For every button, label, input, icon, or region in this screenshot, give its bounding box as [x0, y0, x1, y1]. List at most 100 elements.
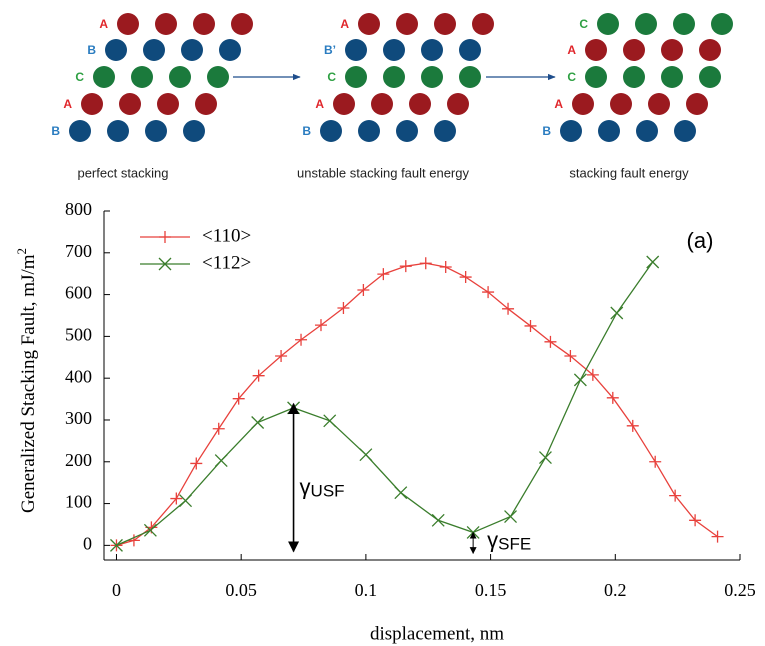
atom [396, 120, 418, 142]
atom [447, 93, 469, 115]
y-tick-label: 800 [65, 199, 92, 219]
atom [409, 93, 431, 115]
atom [560, 120, 582, 142]
atom [674, 120, 696, 142]
layer-label: B [302, 124, 311, 138]
layer-label: C [579, 17, 588, 31]
annotation-symbol: γ [300, 474, 311, 499]
legend-label: <112> [202, 252, 251, 273]
atom [610, 93, 632, 115]
atom [459, 66, 481, 88]
atom [119, 93, 141, 115]
data-point [110, 538, 123, 552]
atom [434, 120, 456, 142]
atom [396, 13, 418, 35]
layer-label: C [75, 70, 84, 84]
x-tick-label: 0.25 [724, 580, 756, 600]
layer-label: A [554, 97, 563, 111]
data-point [337, 301, 350, 314]
atom [131, 66, 153, 88]
atom [181, 39, 203, 61]
data-point [323, 414, 337, 428]
data-point [689, 514, 702, 527]
atom [383, 39, 405, 61]
y-tick-label: 700 [65, 241, 92, 261]
annotation: γSFE [487, 527, 531, 554]
y-tick-label: 100 [65, 492, 92, 512]
data-point [212, 422, 225, 435]
atom [472, 13, 494, 35]
atom [117, 13, 139, 35]
atom [597, 13, 619, 35]
atom [143, 39, 165, 61]
data-point [544, 335, 557, 348]
atom [207, 66, 229, 88]
atom [157, 93, 179, 115]
data-point [504, 510, 518, 523]
y-tick-label: 400 [65, 366, 92, 386]
data-point [419, 257, 432, 270]
y-tick-label: 200 [65, 450, 92, 470]
data-point [646, 255, 660, 269]
atom [711, 13, 733, 35]
atom [358, 13, 380, 35]
atom [93, 66, 115, 88]
data-point [377, 268, 390, 281]
layer-label: B [542, 124, 551, 138]
atom [585, 66, 607, 88]
atom [169, 66, 191, 88]
x-tick-label: 0 [112, 580, 121, 600]
x-tick-label: 0.15 [475, 580, 507, 600]
atom [661, 66, 683, 88]
y-axis-label: Generalized Stacking Fault, mJ/m2 [14, 248, 39, 513]
data-point [295, 333, 308, 346]
data-point [610, 306, 624, 320]
atom [231, 13, 253, 35]
x-tick-label: 0.05 [225, 580, 257, 600]
data-point [711, 530, 724, 543]
panel-caption: perfect stacking [77, 165, 168, 180]
atom [623, 66, 645, 88]
data-point [394, 486, 408, 500]
y-tick-label: 600 [65, 283, 92, 303]
atom [345, 39, 367, 61]
layer-label: B’ [324, 43, 336, 57]
data-point [564, 350, 577, 363]
atom [183, 120, 205, 142]
atom [434, 13, 456, 35]
layer-label: A [63, 97, 72, 111]
x-axis-label: displacement, nm [370, 623, 504, 644]
layer-label: B [51, 124, 60, 138]
data-point [359, 448, 373, 462]
data-point [669, 489, 682, 502]
legend-marker [158, 257, 172, 271]
atom [459, 39, 481, 61]
data-point [127, 534, 140, 547]
annotation-subscript: USF [311, 482, 345, 501]
data-point [649, 455, 662, 468]
annotation-symbol: γ [487, 527, 498, 552]
layer-label: A [340, 17, 349, 31]
annotation-subscript: SFE [498, 535, 531, 554]
atom [635, 13, 657, 35]
atom [320, 120, 342, 142]
data-point [357, 283, 370, 296]
layer-label: B [87, 43, 96, 57]
data-point [190, 457, 203, 470]
layer-label: A [315, 97, 324, 111]
atom [219, 39, 241, 61]
data-point [524, 319, 537, 332]
atom [636, 120, 658, 142]
atom [371, 93, 393, 115]
atom [699, 66, 721, 88]
data-point [170, 492, 183, 505]
atom [585, 39, 607, 61]
data-point [314, 319, 327, 332]
data-point [502, 302, 515, 315]
data-point [399, 260, 412, 273]
data-point [179, 494, 193, 508]
atom [107, 120, 129, 142]
data-point [251, 416, 265, 429]
data-point [214, 454, 228, 467]
